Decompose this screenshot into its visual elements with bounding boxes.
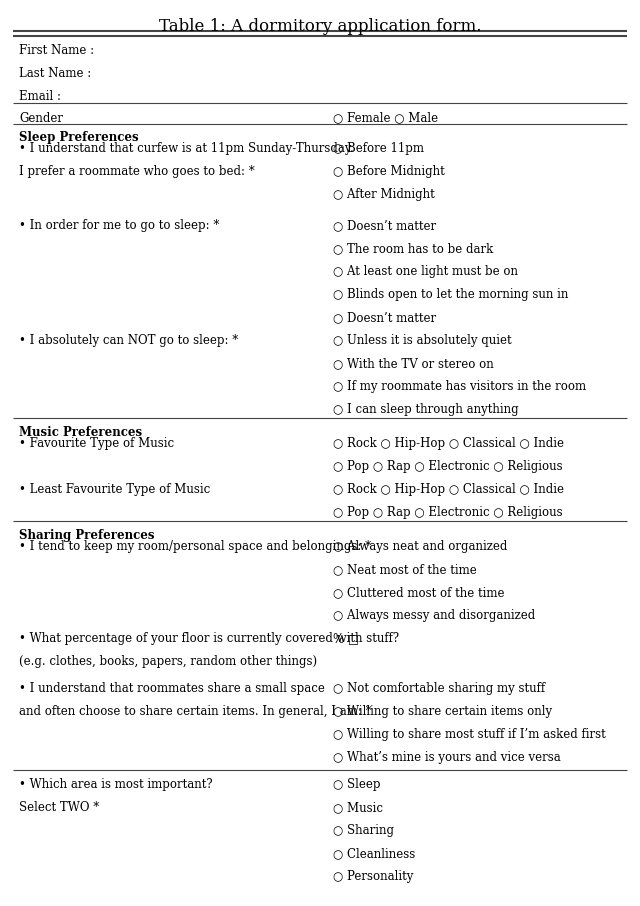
Text: • I understand that roommates share a small space: • I understand that roommates share a sm… <box>19 681 325 695</box>
Text: ○ Rock ○ Hip-Hop ○ Classical ○ Indie: ○ Rock ○ Hip-Hop ○ Classical ○ Indie <box>333 483 564 496</box>
Text: ○ Music: ○ Music <box>333 801 383 814</box>
Text: • I absolutely can NOT go to sleep: *: • I absolutely can NOT go to sleep: * <box>19 333 239 347</box>
Text: Last Name :: Last Name : <box>19 67 92 80</box>
Text: Sharing Preferences: Sharing Preferences <box>19 529 155 542</box>
Text: ○ Before 11pm: ○ Before 11pm <box>333 142 424 155</box>
Text: ○ Not comfortable sharing my stuff: ○ Not comfortable sharing my stuff <box>333 681 545 695</box>
Text: • Which area is most important?: • Which area is most important? <box>19 777 213 791</box>
Text: ○ Pop ○ Rap ○ Electronic ○ Religious: ○ Pop ○ Rap ○ Electronic ○ Religious <box>333 460 563 473</box>
Text: (e.g. clothes, books, papers, random other things): (e.g. clothes, books, papers, random oth… <box>19 655 317 668</box>
Text: Table 1: A dormitory application form.: Table 1: A dormitory application form. <box>159 18 481 35</box>
Text: Email :: Email : <box>19 90 61 103</box>
Text: Gender: Gender <box>19 111 63 124</box>
Text: • Favourite Type of Music: • Favourite Type of Music <box>19 437 174 450</box>
Text: ○ At least one light must be on: ○ At least one light must be on <box>333 265 518 278</box>
Text: % □: % □ <box>333 632 359 645</box>
Text: ○ I can sleep through anything: ○ I can sleep through anything <box>333 403 518 416</box>
Text: ○ Personality: ○ Personality <box>333 870 413 882</box>
Text: Sleep Preferences: Sleep Preferences <box>19 131 139 144</box>
Text: First Name :: First Name : <box>19 43 94 57</box>
Text: ○ Always neat and organized: ○ Always neat and organized <box>333 540 507 554</box>
Text: Music Preferences: Music Preferences <box>19 426 142 439</box>
Text: ○ Sleep: ○ Sleep <box>333 777 380 791</box>
Text: • I understand that curfew is at 11pm Sunday-Thursday.: • I understand that curfew is at 11pm Su… <box>19 142 354 155</box>
Text: Select TWO *: Select TWO * <box>19 801 99 814</box>
Text: ○ Willing to share certain items only: ○ Willing to share certain items only <box>333 705 552 718</box>
Text: ○ Rock ○ Hip-Hop ○ Classical ○ Indie: ○ Rock ○ Hip-Hop ○ Classical ○ Indie <box>333 437 564 450</box>
Text: • I tend to keep my room/personal space and belongings: *: • I tend to keep my room/personal space … <box>19 540 371 554</box>
Text: ○ Blinds open to let the morning sun in: ○ Blinds open to let the morning sun in <box>333 288 568 301</box>
Text: ○ Before Midnight: ○ Before Midnight <box>333 165 445 178</box>
Text: • What percentage of your floor is currently covered with stuff?: • What percentage of your floor is curre… <box>19 632 399 645</box>
Text: ○ Doesn’t matter: ○ Doesn’t matter <box>333 219 436 232</box>
Text: ○ What’s mine is yours and vice versa: ○ What’s mine is yours and vice versa <box>333 750 561 764</box>
Text: ○ Pop ○ Rap ○ Electronic ○ Religious: ○ Pop ○ Rap ○ Electronic ○ Religious <box>333 506 563 519</box>
Text: ○ If my roommate has visitors in the room: ○ If my roommate has visitors in the roo… <box>333 380 586 393</box>
Text: ○ Cleanliness: ○ Cleanliness <box>333 847 415 860</box>
Text: ○ Cluttered most of the time: ○ Cluttered most of the time <box>333 586 504 599</box>
Text: ○ With the TV or stereo on: ○ With the TV or stereo on <box>333 357 493 370</box>
Text: ○ Female ○ Male: ○ Female ○ Male <box>333 111 438 124</box>
Text: ○ Always messy and disorganized: ○ Always messy and disorganized <box>333 609 535 622</box>
Text: and often choose to share certain items. In general, I am: *: and often choose to share certain items.… <box>19 705 372 718</box>
Text: ○ The room has to be dark: ○ The room has to be dark <box>333 242 493 255</box>
Text: ○ Unless it is absolutely quiet: ○ Unless it is absolutely quiet <box>333 333 511 347</box>
Text: ○ Willing to share most stuff if I’m asked first: ○ Willing to share most stuff if I’m ask… <box>333 728 605 740</box>
Text: ○ Sharing: ○ Sharing <box>333 824 394 837</box>
Text: ○ Doesn’t matter: ○ Doesn’t matter <box>333 311 436 323</box>
Text: ○ After Midnight: ○ After Midnight <box>333 188 435 201</box>
Text: • In order for me to go to sleep: *: • In order for me to go to sleep: * <box>19 219 220 232</box>
Text: I prefer a roommate who goes to bed: *: I prefer a roommate who goes to bed: * <box>19 165 255 178</box>
Text: • Least Favourite Type of Music: • Least Favourite Type of Music <box>19 483 211 496</box>
Text: ○ Neat most of the time: ○ Neat most of the time <box>333 564 477 576</box>
